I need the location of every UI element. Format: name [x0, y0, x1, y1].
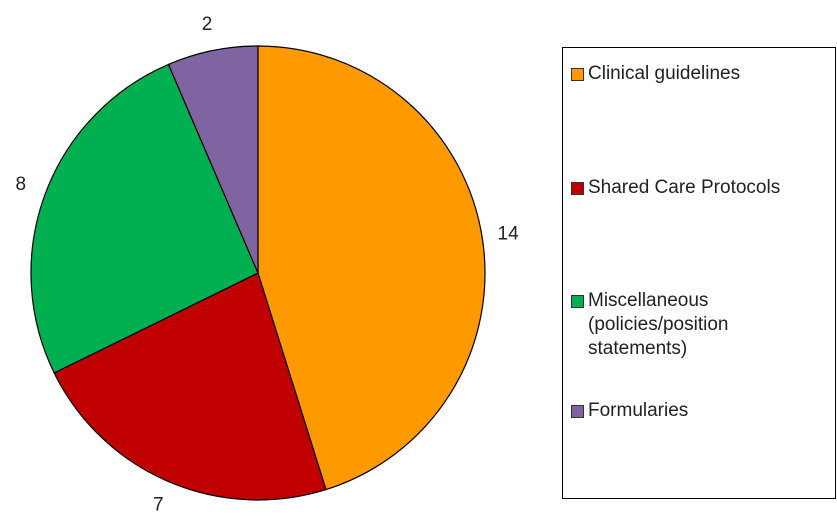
data-label: 7: [153, 495, 164, 516]
legend-swatch: [571, 68, 584, 81]
legend-item: Miscellaneous (policies/position stateme…: [571, 289, 831, 361]
legend-item: Shared Care Protocols: [571, 176, 831, 200]
legend: Clinical guidelines Shared Care Protocols…: [562, 47, 836, 499]
legend-swatch: [571, 182, 584, 195]
legend-label: Shared Care Protocols: [588, 177, 781, 198]
legend-swatch: [571, 295, 584, 308]
legend-item: Clinical guidelines: [571, 62, 831, 86]
legend-label: Clinical guidelines: [588, 63, 741, 84]
pie-slice: [53, 272, 327, 501]
data-label: 14: [498, 224, 520, 245]
legend-item: Formularies: [571, 399, 831, 423]
pie-slice: [167, 45, 259, 274]
data-label: 8: [15, 174, 26, 195]
data-label: 2: [202, 14, 213, 35]
legend-label: Miscellaneous (policies/position stateme…: [588, 290, 729, 359]
legend-label: Formularies: [588, 400, 689, 421]
pie-slice: [257, 45, 486, 491]
legend-swatch: [571, 405, 584, 418]
